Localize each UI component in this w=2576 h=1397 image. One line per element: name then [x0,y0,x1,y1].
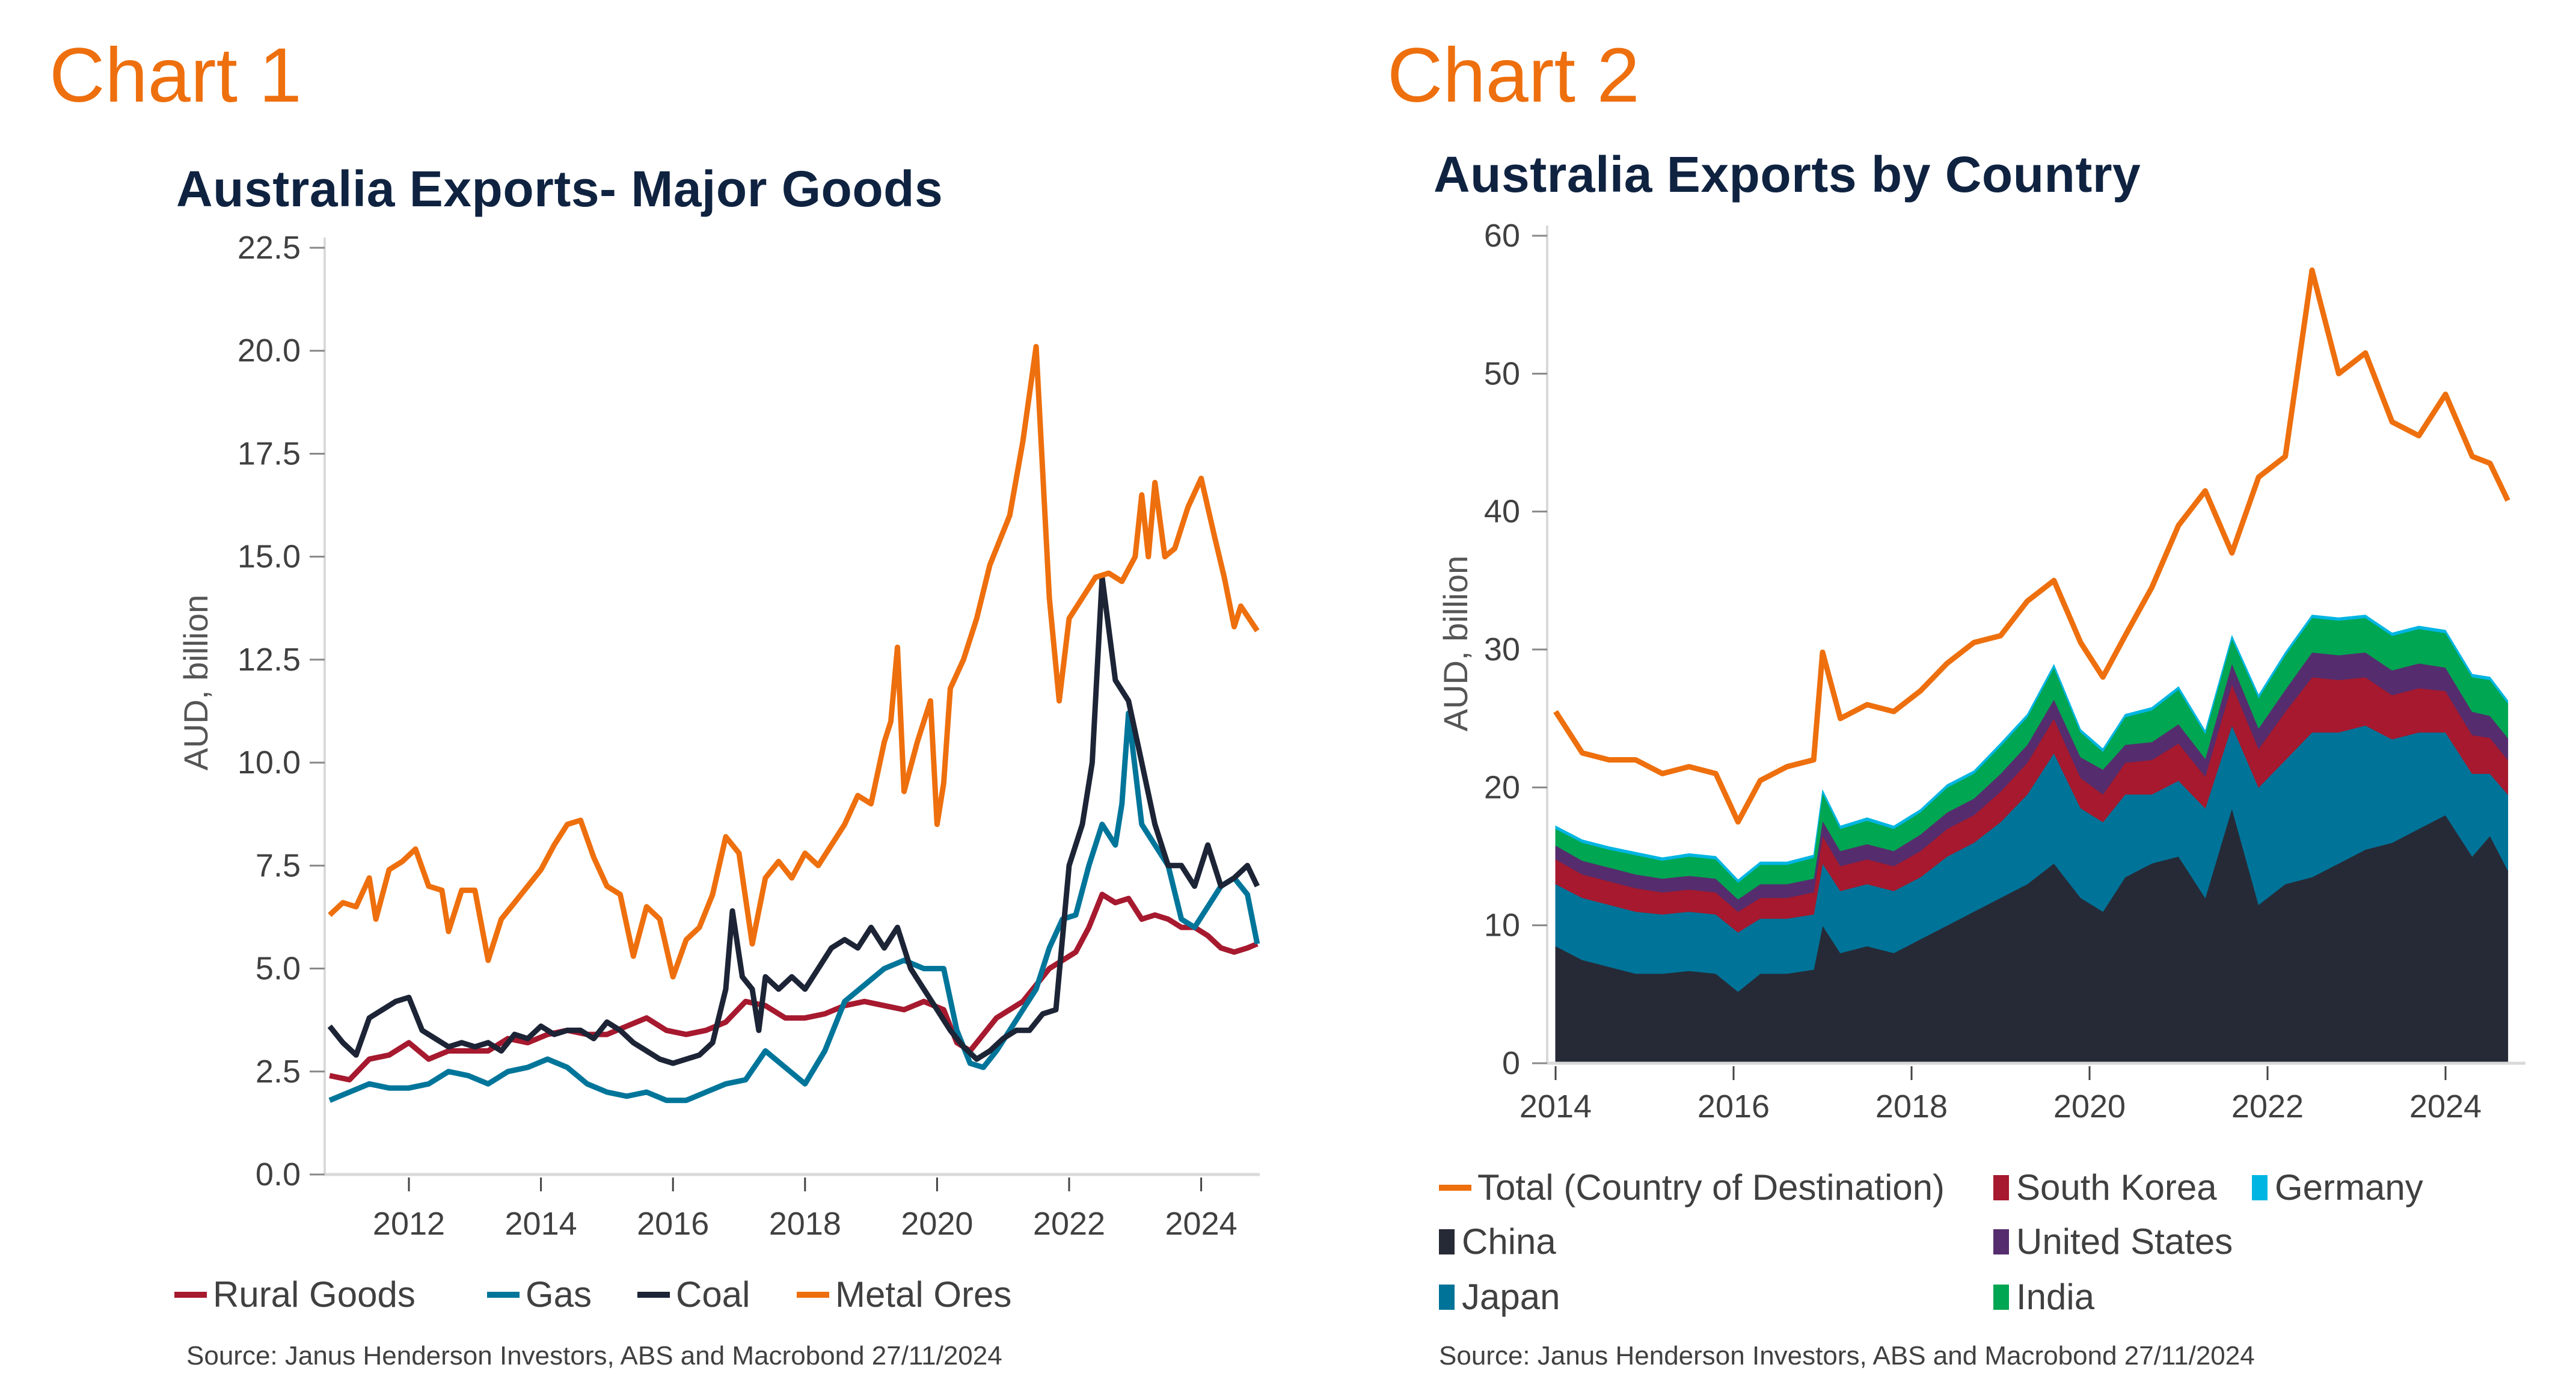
legend-swatch [487,1291,520,1298]
chart1-series-coal [327,574,1260,1066]
chart1-y-axis-label: AUD, billion [177,595,215,771]
chart1-legend-item: Gas [487,1274,592,1315]
chart2-y-tick-label: 60 [1484,218,1520,254]
legend-swatch [174,1291,207,1298]
chart1-source: Source: Janus Henderson Investors, ABS a… [186,1341,1002,1371]
chart2-legend-item: China [1439,1221,1556,1262]
chart2-y-tick-label: 0 [1502,1045,1520,1081]
chart1-x-tick-label: 2018 [769,1206,841,1242]
legend-label: Germany [2275,1167,2423,1208]
chart2-x-tick-label: 2022 [2231,1088,2304,1125]
legend-label: China [1462,1221,1556,1262]
chart2-label: Chart 2 [1387,32,1640,118]
chart1-x-tick-label: 2016 [637,1206,709,1242]
chart2-legend-item: Germany [2252,1167,2423,1208]
chart1-legend-item: Rural Goods [174,1274,416,1315]
chart1-series-metal-ores [328,343,1260,980]
chart2-source: Source: Janus Henderson Investors, ABS a… [1439,1341,2255,1371]
legend-label: United States [2016,1221,2233,1262]
chart2-series-total [1553,267,2510,825]
chart2-x-tick-label: 2020 [2053,1088,2126,1125]
legend-swatch [1439,1229,1455,1254]
legend-swatch [797,1291,829,1298]
chart1-y-tick-label: 10.0 [238,745,301,781]
chart2-x-tick-label: 2016 [1697,1088,1770,1125]
chart2-y-axis-label: AUD, billion [1437,556,1474,732]
chart2-y-tick-label: 30 [1484,631,1520,668]
chart2-legend-item: India [1993,1276,2094,1318]
chart2-legend-item: South Korea [1993,1167,2217,1208]
chart2-y-tick-label: 10 [1484,907,1520,944]
legend-label: South Korea [2016,1167,2217,1208]
chart1-legend-item: Metal Ores [797,1274,1011,1315]
chart1-series-rural-goods [329,891,1259,1082]
legend-label: Total (Country of Destination) [1477,1167,1945,1208]
chart1-label: Chart 1 [49,32,302,118]
chart1-x-tick-label: 2014 [505,1206,577,1242]
chart2-x-tick-label: 2018 [1875,1088,1948,1125]
chart2-area-germany [1555,615,2509,883]
chart2-y-tick-label: 20 [1484,769,1520,805]
chart1-x-tick-label: 2024 [1165,1206,1237,1242]
chart2-y-tick-label: 50 [1484,355,1520,391]
legend-swatch [637,1291,670,1298]
legend-label: Coal [676,1274,750,1315]
chart1-x-tick-label: 2022 [1033,1206,1105,1242]
legend-label: India [2016,1277,2095,1317]
chart2-legend-item: United States [1993,1221,2233,1262]
chart2-legend-item: Total (Country of Destination) [1439,1167,1945,1208]
legend-swatch [1993,1229,2009,1254]
chart1-legend-item: Coal [637,1274,750,1315]
chart1-y-tick-label: 5.0 [256,951,301,987]
legend-swatch [1439,1184,1471,1191]
chart1-y-tick-label: 15.0 [238,539,301,575]
chart2-title: Australia Exports by Country [1434,146,2141,203]
chart1-x-tick-label: 2012 [373,1206,445,1242]
chart1-y-tick-label: 17.5 [238,435,301,471]
legend-swatch [1993,1284,2009,1310]
legend-swatch [1439,1284,1455,1310]
chart1-y-tick-label: 22.5 [238,230,301,266]
chart2-y-tick-label: 40 [1484,494,1520,530]
legend-label: Japan [1462,1277,1560,1317]
chart2-x-tick-label: 2014 [1520,1088,1592,1125]
chart1-y-tick-label: 7.5 [256,847,301,883]
legend-label: Rural Goods [213,1274,416,1315]
chart1-title: Australia Exports- Major Goods [176,161,943,217]
chart2-legend-item: Japan [1439,1276,1560,1318]
chart2-x-tick-label: 2024 [2409,1088,2482,1125]
chart1-y-tick-label: 12.5 [238,642,301,678]
legend-swatch [2252,1174,2268,1200]
chart1-x-tick-label: 2020 [901,1206,973,1242]
legend-label: Gas [526,1274,592,1315]
chart1-series-gas [328,710,1260,1104]
chart1-y-tick-label: 0.0 [256,1156,301,1193]
chart1-y-tick-label: 20.0 [238,333,301,369]
chart1-y-tick-label: 2.5 [256,1054,301,1090]
legend-label: Metal Ores [835,1274,1012,1315]
legend-swatch [1993,1174,2009,1200]
